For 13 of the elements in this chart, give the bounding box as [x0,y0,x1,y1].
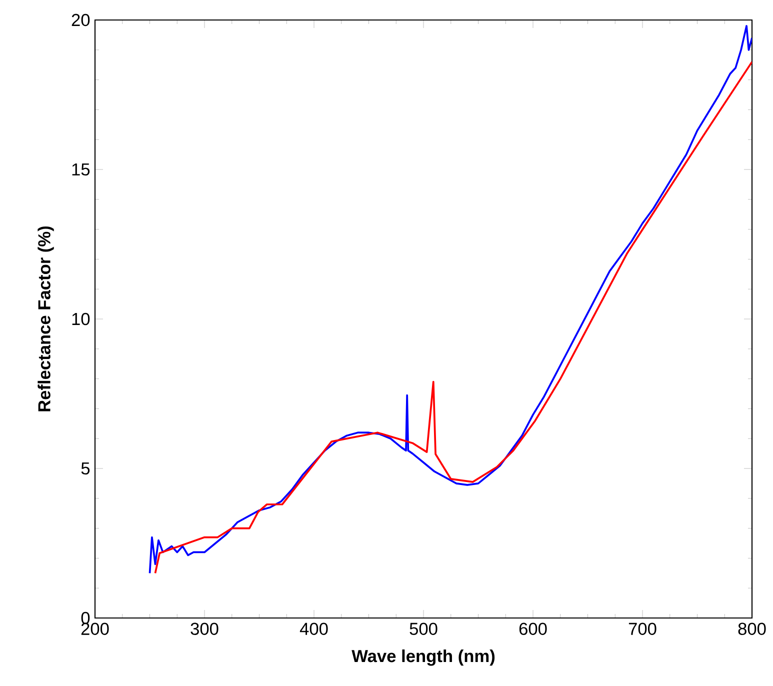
y-tick-label: 20 [72,14,90,26]
x-tick-label: 800 [738,622,766,635]
y-tick-label: 5 [81,462,90,475]
x-tick-label: 300 [190,622,218,635]
y-tick-label: 15 [72,163,90,176]
x-tick-label: 400 [300,622,328,635]
x-tick-label: 200 [81,622,109,635]
x-axis-title: Wave length (nm) [352,649,495,666]
x-tick-label: 500 [410,622,438,635]
x-tick-label: 700 [628,622,656,635]
x-tick-label: 600 [519,622,547,635]
y-tick-label: 10 [72,312,90,326]
y-axis-title: Reflectance Factor (%) [38,226,54,412]
